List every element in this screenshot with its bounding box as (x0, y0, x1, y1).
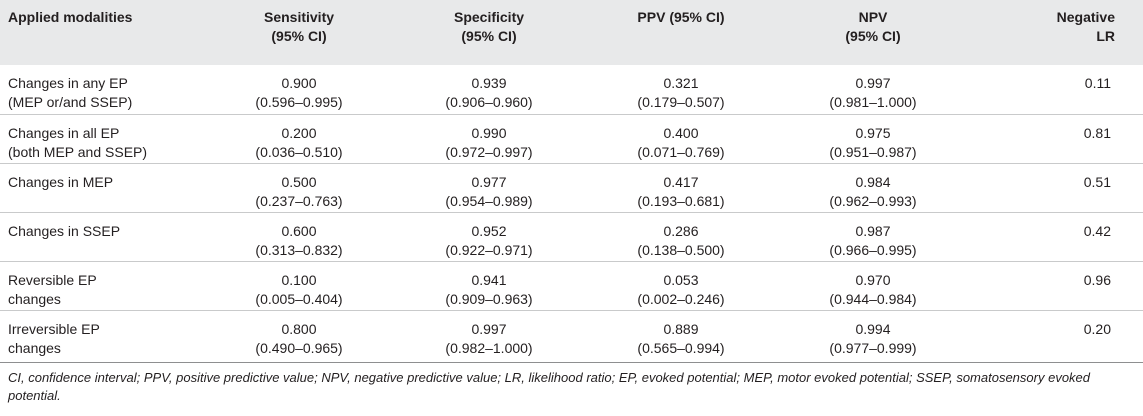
table-footnote: CI, confidence interval; PPV, positive p… (8, 370, 1091, 403)
specificity-cell: 0.997 (0.982–1.000) (445, 320, 533, 356)
specificity-cell: 0.939 (0.906–0.960) (445, 75, 533, 110)
table-row: Reversible EP changes 0.100 (0.005–0.404) … (0, 261, 1143, 310)
negative-lr-cell: 0.81 (1083, 124, 1111, 141)
header-npv: NPV (95% CI) (845, 9, 901, 44)
header-specificity: Specificity (95% CI) (453, 9, 525, 44)
modality-cell: Changes in any EP (MEP or/and SSEP) (8, 75, 133, 110)
header-negative-lr: Negative LR (1056, 9, 1115, 44)
table-header: Applied modalities Sensitivity (95% CI) … (0, 0, 1143, 65)
ppv-cell: 0.053 (0.002–0.246) (637, 271, 725, 307)
modality-cell: Reversible EP changes (8, 271, 97, 307)
negative-lr-cell: 0.20 (1083, 320, 1111, 337)
modality-cell: Irreversible EP changes (8, 320, 100, 356)
header-row: Applied modalities Sensitivity (95% CI) … (0, 0, 1143, 65)
specificity-cell: 0.977 (0.954–0.989) (445, 173, 533, 209)
npv-cell: 0.984 (0.962–0.993) (829, 173, 917, 209)
modality-cell: Changes in SSEP (8, 222, 121, 239)
table-row: Changes in any EP (MEP or/and SSEP) 0.900… (0, 65, 1143, 114)
ppv-cell: 0.417 (0.193–0.681) (637, 173, 725, 209)
sensitivity-cell: 0.800 (0.490–0.965) (255, 320, 343, 356)
ppv-cell: 0.400 (0.071–0.769) (637, 124, 725, 160)
ppv-cell: 0.286 (0.138–0.500) (637, 222, 725, 258)
npv-cell: 0.987 (0.966–0.995) (829, 222, 917, 258)
modality-cell: Changes in MEP (8, 173, 114, 190)
header-sensitivity: Sensitivity (95% CI) (263, 9, 335, 44)
negative-lr-cell: 0.96 (1083, 271, 1111, 288)
header-ppv: PPV (95% CI) (637, 9, 725, 25)
sensitivity-cell: 0.600 (0.313–0.832) (255, 222, 343, 258)
npv-cell: 0.994 (0.977–0.999) (829, 320, 917, 356)
table-row: Changes in SSEP 0.600 (0.313–0.832) 0.952… (0, 212, 1143, 261)
sensitivity-cell: 0.200 (0.036–0.510) (255, 124, 343, 160)
npv-cell: 0.970 (0.944–0.984) (829, 271, 917, 307)
table-row: Changes in MEP 0.500 (0.237–0.763) 0.977(… (0, 163, 1143, 212)
sensitivity-cell: 0.900 (0.596–0.995) (255, 75, 343, 110)
npv-cell: 0.975 (0.951–0.987) (829, 124, 917, 160)
sensitivity-cell: 0.500 (0.237–0.763) (255, 173, 343, 209)
specificity-cell: 0.990 (0.972–0.997) (445, 124, 533, 160)
ppv-cell: 0.321 (0.179–0.507) (637, 75, 725, 110)
table-row: Changes in all EP (both MEP and SSEP) 0.2… (0, 114, 1143, 163)
header-applied-modalities: Applied modalities (8, 9, 133, 25)
table-body: Changes in any EP (MEP or/and SSEP) 0.900… (0, 65, 1143, 362)
specificity-cell: 0.952 (0.922–0.971) (445, 222, 533, 258)
results-table: Applied modalities Sensitivity (95% CI) … (0, 0, 1143, 362)
negative-lr-cell: 0.42 (1083, 222, 1111, 239)
modality-cell: Changes in all EP (both MEP and SSEP) (8, 124, 148, 160)
sensitivity-cell: 0.100 (0.005–0.404) (255, 271, 343, 307)
negative-lr-cell: 0.11 (1084, 75, 1111, 91)
table-row: Irreversible EP changes 0.800 (0.490–0.965… (0, 310, 1143, 362)
negative-lr-cell: 0.51 (1083, 173, 1111, 190)
npv-cell: 0.997 (0.981–1.000) (829, 75, 917, 110)
ppv-cell: 0.889 (0.565–0.994) (637, 320, 725, 356)
specificity-cell: 0.941 (0.909–0.963) (445, 271, 533, 307)
